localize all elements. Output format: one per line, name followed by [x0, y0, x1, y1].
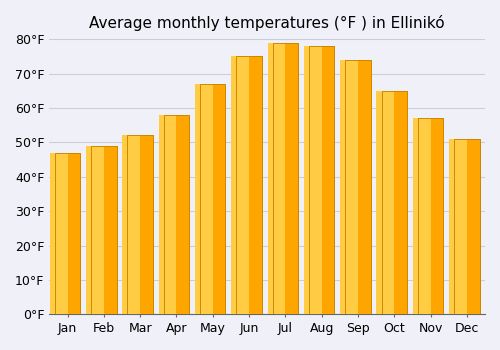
Bar: [86, 146, 104, 314]
Bar: [128, 135, 153, 314]
Bar: [309, 46, 334, 314]
Bar: [413, 118, 430, 314]
Bar: [340, 60, 358, 314]
Bar: [418, 118, 444, 314]
Bar: [272, 43, 298, 314]
Bar: [449, 139, 467, 314]
Bar: [268, 43, 285, 314]
Bar: [231, 56, 249, 314]
Bar: [454, 139, 479, 314]
Bar: [91, 146, 116, 314]
Bar: [200, 84, 226, 314]
Bar: [345, 60, 370, 314]
Title: Average monthly temperatures (°F ) in Ellinikó: Average monthly temperatures (°F ) in El…: [90, 15, 445, 31]
Bar: [195, 84, 212, 314]
Bar: [376, 91, 394, 314]
Bar: [50, 153, 68, 314]
Bar: [164, 115, 189, 314]
Bar: [304, 46, 322, 314]
Bar: [236, 56, 262, 314]
Bar: [158, 115, 176, 314]
Bar: [55, 153, 80, 314]
Bar: [122, 135, 140, 314]
Bar: [382, 91, 407, 314]
